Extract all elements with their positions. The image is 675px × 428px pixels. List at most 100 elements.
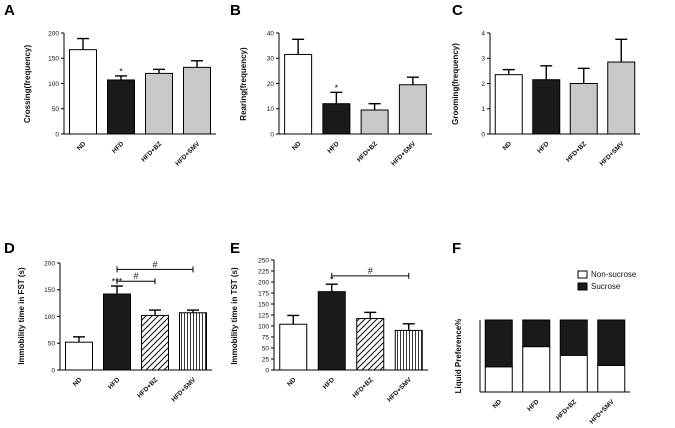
y-tick-label: 100 (44, 314, 55, 321)
y-tick-label: 100 (258, 323, 269, 330)
y-axis-label: Crossing(frequency) (23, 45, 32, 124)
y-tick-label: 50 (262, 345, 270, 352)
chart-panel-a: 0 50 100 150 200 Crossing(frequency) ND HFD HFD+… (23, 30, 216, 168)
bar (607, 61, 636, 135)
category-label: HFD+BZ (351, 376, 374, 399)
chart-panel-b: 0 10 20 30 40 Rearing(frequency) ND HFD HFD+BZ HF… (239, 30, 432, 168)
bar (356, 318, 385, 371)
stacked-bar-segment (597, 319, 626, 366)
category-label: HFD+SMV (390, 140, 418, 168)
significance-marker: * (330, 275, 334, 285)
y-tick-label: 0 (270, 131, 274, 138)
y-tick-label: 150 (258, 301, 269, 308)
y-tick-label: 20 (267, 81, 275, 88)
category-label: HFD+SMV (386, 376, 414, 404)
y-tick-label: 25 (262, 356, 270, 363)
y-tick-label: 30 (267, 56, 275, 63)
y-tick-label: 0 (51, 367, 55, 374)
stacked-bar-segment (559, 354, 588, 393)
category-label: HFD+BZ (140, 140, 163, 163)
bar (317, 291, 346, 371)
bar (179, 312, 207, 371)
bar (141, 314, 169, 371)
category-label: ND (492, 398, 504, 410)
legend: Non-sucrose Sucrose (577, 270, 637, 291)
bar (279, 323, 308, 371)
category-label: HFD+SMV (599, 140, 627, 168)
y-axis-label: Rearing(frequency) (239, 47, 248, 121)
panel-letter-c: C (452, 2, 463, 19)
category-label: HFD+SMV (170, 376, 198, 404)
stacked-bar-segment (522, 346, 551, 393)
category-label: ND (76, 140, 88, 152)
y-tick-label: 10 (267, 106, 275, 113)
chart-panel-c: 0 1 2 3 4 Grooming(frequency) ND HFD HFD+BZ HFD+S… (451, 30, 640, 168)
y-axis-label: Immobility time in FST (s) (17, 267, 26, 365)
y-tick-label: 2 (481, 81, 485, 88)
bar (103, 293, 131, 371)
bracket-label: # (152, 259, 157, 269)
category-label: HFD+BZ (136, 376, 159, 399)
category-label: HFD (111, 140, 126, 155)
panel-letter-a: A (4, 2, 15, 19)
category-label: HFD (107, 376, 122, 391)
significance-marker: * (119, 66, 123, 76)
chart-panel-d: 0 50 100 150 200 Immobility time in FST (s) ND… (17, 259, 212, 404)
chart-panel-e: 0 25 50 75 100 125 150 175 200 225 250 Immobility t… (230, 257, 428, 404)
y-tick-label: 3 (481, 56, 485, 63)
y-tick-label: 0 (481, 131, 485, 138)
category-label: HFD (322, 376, 337, 391)
bar (322, 103, 351, 135)
bar (532, 79, 561, 135)
stacked-bar-segment (559, 319, 588, 356)
y-tick-label: 100 (48, 81, 59, 88)
legend-label: Sucrose (591, 282, 621, 291)
category-label: ND (291, 140, 303, 152)
bar (494, 74, 523, 135)
y-tick-label: 0 (55, 131, 59, 138)
category-label: HFD (326, 140, 341, 155)
category-label: HFD+BZ (565, 140, 588, 163)
bracket-label: # (133, 271, 138, 281)
y-axis-label: Immobility time in TST (s) (230, 267, 239, 365)
stacked-bar-segment (484, 366, 513, 393)
y-tick-label: 1 (481, 106, 485, 113)
category-label: HFD+BZ (356, 140, 379, 163)
y-tick-label: 125 (258, 312, 269, 319)
comparison-bracket: # (116, 259, 194, 273)
bar (65, 341, 93, 371)
y-tick-label: 200 (258, 279, 269, 286)
bar (394, 329, 423, 371)
panel-letter-f: F (452, 240, 461, 257)
category-label: ND (286, 376, 298, 388)
significance-marker: * (335, 83, 339, 93)
chart-panel-f: Liquid Preference% ND HFD HFD+BZ HFD+SMV Non-… (454, 270, 637, 426)
bar (360, 109, 389, 135)
y-tick-label: 175 (258, 290, 269, 297)
y-tick-label: 250 (258, 257, 269, 264)
y-tick-label: 75 (262, 334, 270, 341)
y-tick-label: 40 (267, 30, 275, 37)
category-label: HFD+SMV (174, 140, 202, 168)
category-label: HFD+BZ (555, 398, 578, 421)
y-axis-label: Liquid Preference% (454, 319, 463, 394)
category-label: HFD (526, 398, 541, 413)
panel-letter-b: B (230, 2, 241, 19)
y-tick-label: 0 (265, 367, 269, 374)
stacked-bar-segment (597, 364, 626, 393)
y-tick-label: 50 (48, 341, 56, 348)
comparison-bracket: # (331, 266, 410, 279)
bar (183, 66, 211, 135)
legend-label: Non-sucrose (591, 270, 637, 279)
bracket-label: # (368, 266, 373, 276)
bar (398, 84, 427, 135)
panel-letter-e: E (230, 240, 240, 257)
comparison-bracket: # (116, 271, 156, 285)
stacked-bar-segment (522, 319, 551, 348)
y-axis-label: Grooming(frequency) (451, 43, 460, 125)
category-label: ND (72, 376, 84, 388)
category-label: ND (502, 140, 514, 152)
y-tick-label: 225 (258, 268, 269, 275)
bar (107, 79, 135, 135)
